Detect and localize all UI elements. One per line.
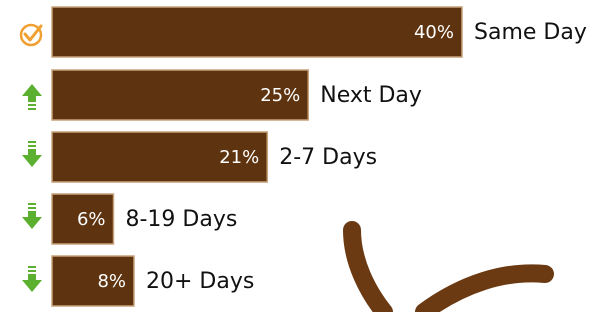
value-label: 21% (219, 147, 259, 168)
category-label: Same Day (474, 20, 587, 45)
value-label: 40% (414, 22, 454, 43)
chart: 40% Same Day 25% Next Day 21% 2-7 Days 6% 8-19 … (0, 0, 600, 312)
down-arrow-icon (22, 203, 42, 229)
category-label: 20+ Days (146, 269, 254, 294)
category-label: Next Day (320, 83, 422, 108)
down-arrow-icon (22, 141, 42, 167)
value-label: 6% (77, 209, 106, 230)
bar (52, 7, 462, 57)
up-arrow-icon (22, 84, 42, 110)
category-label: 2-7 Days (279, 145, 377, 170)
value-label: 25% (260, 85, 300, 106)
value-label: 8% (97, 271, 126, 292)
decorative-curve (424, 273, 545, 312)
down-arrow-icon (22, 266, 42, 292)
category-label: 8-19 Days (126, 207, 238, 232)
check-icon (21, 25, 41, 45)
decorative-curve (352, 230, 384, 312)
